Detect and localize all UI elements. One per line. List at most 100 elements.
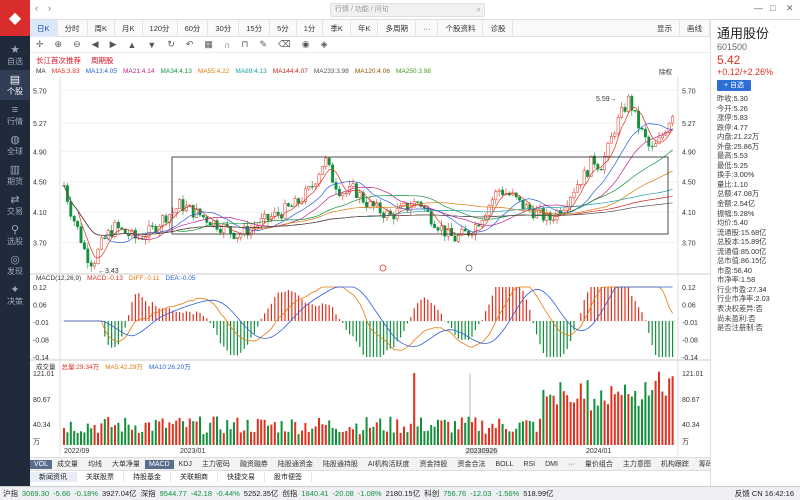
volume-bar [110,426,113,445]
drawn-rectangle[interactable] [171,156,669,235]
index-label[interactable]: 深指 [140,489,156,498]
trash-icon[interactable]: ⌫ [277,39,291,49]
indicator-tab[interactable]: 机构跟踪 [660,461,689,468]
period-tab[interactable]: 诊股 [483,19,514,37]
lock-icon[interactable]: ⊓ [241,39,249,49]
indicator-tab[interactable]: 筹码 [698,461,713,468]
add-watchlist-button[interactable]: + 自选 [717,80,751,91]
period-tab[interactable]: 15分 [239,19,271,37]
indicator-tab[interactable]: 大单净量 [112,461,141,468]
news-tab[interactable]: 新闻资讯 [30,472,77,482]
indicator-tab[interactable]: MACD [145,459,174,469]
period-tab[interactable]: 日K [30,19,58,37]
index-label[interactable]: 创指 [282,489,298,498]
period-tab[interactable]: 季K [323,19,351,37]
zoom-out-icon[interactable]: ⊖ [73,39,81,49]
back-icon[interactable]: ‹ [35,3,38,13]
indicator-tab[interactable]: 陆股通持股 [322,461,358,468]
legend-item: MA34:4.13 [160,68,192,75]
news-tab[interactable]: 关联期商 [171,472,218,482]
layout-icon[interactable]: ▦ [204,39,213,49]
minimize-icon[interactable]: — [754,3,763,13]
indicator-tab[interactable]: AI机构活跃度 [367,461,410,468]
period-tab[interactable]: 5分 [270,19,297,37]
camera-icon[interactable]: ◉ [301,39,310,49]
indicator-tab[interactable]: DMI [545,460,558,468]
index-label[interactable]: 科创 [424,489,440,498]
volume-bar [641,399,643,445]
indicator-tab[interactable]: 均线 [88,461,103,468]
tag-cycle[interactable]: 周期股 [91,55,114,65]
forward-icon[interactable]: › [48,3,51,13]
volume-bar [654,380,657,445]
fq-label[interactable]: 除权 [659,69,672,76]
indicator-tab[interactable]: 融资融券 [239,461,268,468]
indicator-tab[interactable]: 主力密码 [201,461,230,468]
tag-recommend[interactable]: 长江首次推荐 [36,55,81,65]
period-right-tab[interactable]: 画线 [680,19,710,37]
app-logo[interactable]: ◆ [0,0,30,36]
candle-body [477,224,481,227]
stock-chart[interactable]: 5.70 5.70 5.27 5.27 4.90 4.90 4.50 4.50 4.10 4.10… [30,77,710,457]
period-tab[interactable]: 1分 [297,19,324,37]
index-label[interactable]: 沪指 [3,489,18,498]
candle-body [69,201,73,217]
period-tab[interactable]: 月K [115,19,143,37]
period-tab[interactable]: 120分 [143,19,178,37]
period-tab[interactable]: 年K [351,19,379,37]
period-tab[interactable]: ··· [416,19,439,37]
sidebar-item-4[interactable]: ▥ 期货 [0,160,30,190]
pan-left-icon[interactable]: ◀ [91,39,99,49]
news-tab[interactable]: 关联股票 [77,472,124,482]
event-marker-icon[interactable] [465,264,473,272]
period-tab[interactable]: 周K [88,19,116,37]
indicator-tab[interactable]: 资金合法 [457,461,486,468]
indicator-tab[interactable]: BOLL [495,460,514,468]
close-icon[interactable]: ✕ [786,3,794,13]
news-tab[interactable]: 股市便签 [265,472,312,482]
indicator-tab[interactable]: RSI [523,460,536,468]
sidebar-item-5[interactable]: ⇄ 交易 [0,190,30,220]
down-icon[interactable]: ▼ [147,39,157,50]
indicator-tab[interactable]: 陆股通资金 [277,461,313,468]
undo-icon[interactable]: ↶ [185,39,194,49]
sidebar-item-1[interactable]: ▤ 个股 [0,70,30,100]
indicator-tab[interactable]: ··· [567,460,575,468]
layers-icon[interactable]: ◈ [320,39,328,49]
sidebar-item-3[interactable]: ◍ 全球 [0,130,30,160]
period-tab[interactable]: 分时 [58,19,88,37]
volume-bar [399,432,402,445]
index-change: -20.08 [332,489,354,498]
period-tab[interactable]: 60分 [178,19,209,37]
sidebar-item-0[interactable]: ★ 自选 [0,40,30,70]
volume-bar [192,421,195,445]
sidebar-item-2[interactable]: ≡ 行情 [0,100,30,130]
indicator-tab[interactable]: 资金持股 [419,461,448,468]
indicator-tab[interactable]: 量价组合 [584,461,613,468]
up-icon[interactable]: ▲ [127,39,137,50]
candle-body [198,208,202,216]
period-right-tab[interactable]: 显示 [650,19,680,37]
crosshair-icon[interactable]: ✛ [36,39,44,49]
magnet-icon[interactable]: ∩ [223,39,231,50]
sidebar-item-7[interactable]: ◎ 发现 [0,250,30,280]
pan-right-icon[interactable]: ▶ [109,39,117,49]
pen-icon[interactable]: ✎ [259,39,267,49]
refresh-icon[interactable]: ↻ [167,39,175,49]
zoom-in-icon[interactable]: ⊕ [54,39,63,49]
news-tab[interactable]: 持股基金 [124,472,171,482]
indicator-tab[interactable]: VOL [30,459,53,469]
indicator-tab[interactable]: KDJ [178,460,192,468]
candle-body [589,155,593,177]
sidebar-item-6[interactable]: ⚲ 选股 [0,220,30,250]
event-marker-icon[interactable] [379,264,387,272]
indicator-tab[interactable]: 成交量 [57,461,79,468]
period-tab[interactable]: 30分 [208,19,240,37]
maximize-icon[interactable]: □ [770,3,776,13]
indicator-tab[interactable]: 主力意图 [622,461,651,468]
news-tab[interactable]: 快捷交易 [218,472,265,482]
search-input[interactable]: 行情 / 功能 / 问句 ⌕ [330,3,485,17]
period-tab[interactable]: 多周期 [378,19,416,37]
sidebar-item-8[interactable]: ✦ 决策 [0,280,30,310]
period-tab[interactable]: 个股资料 [438,19,484,37]
